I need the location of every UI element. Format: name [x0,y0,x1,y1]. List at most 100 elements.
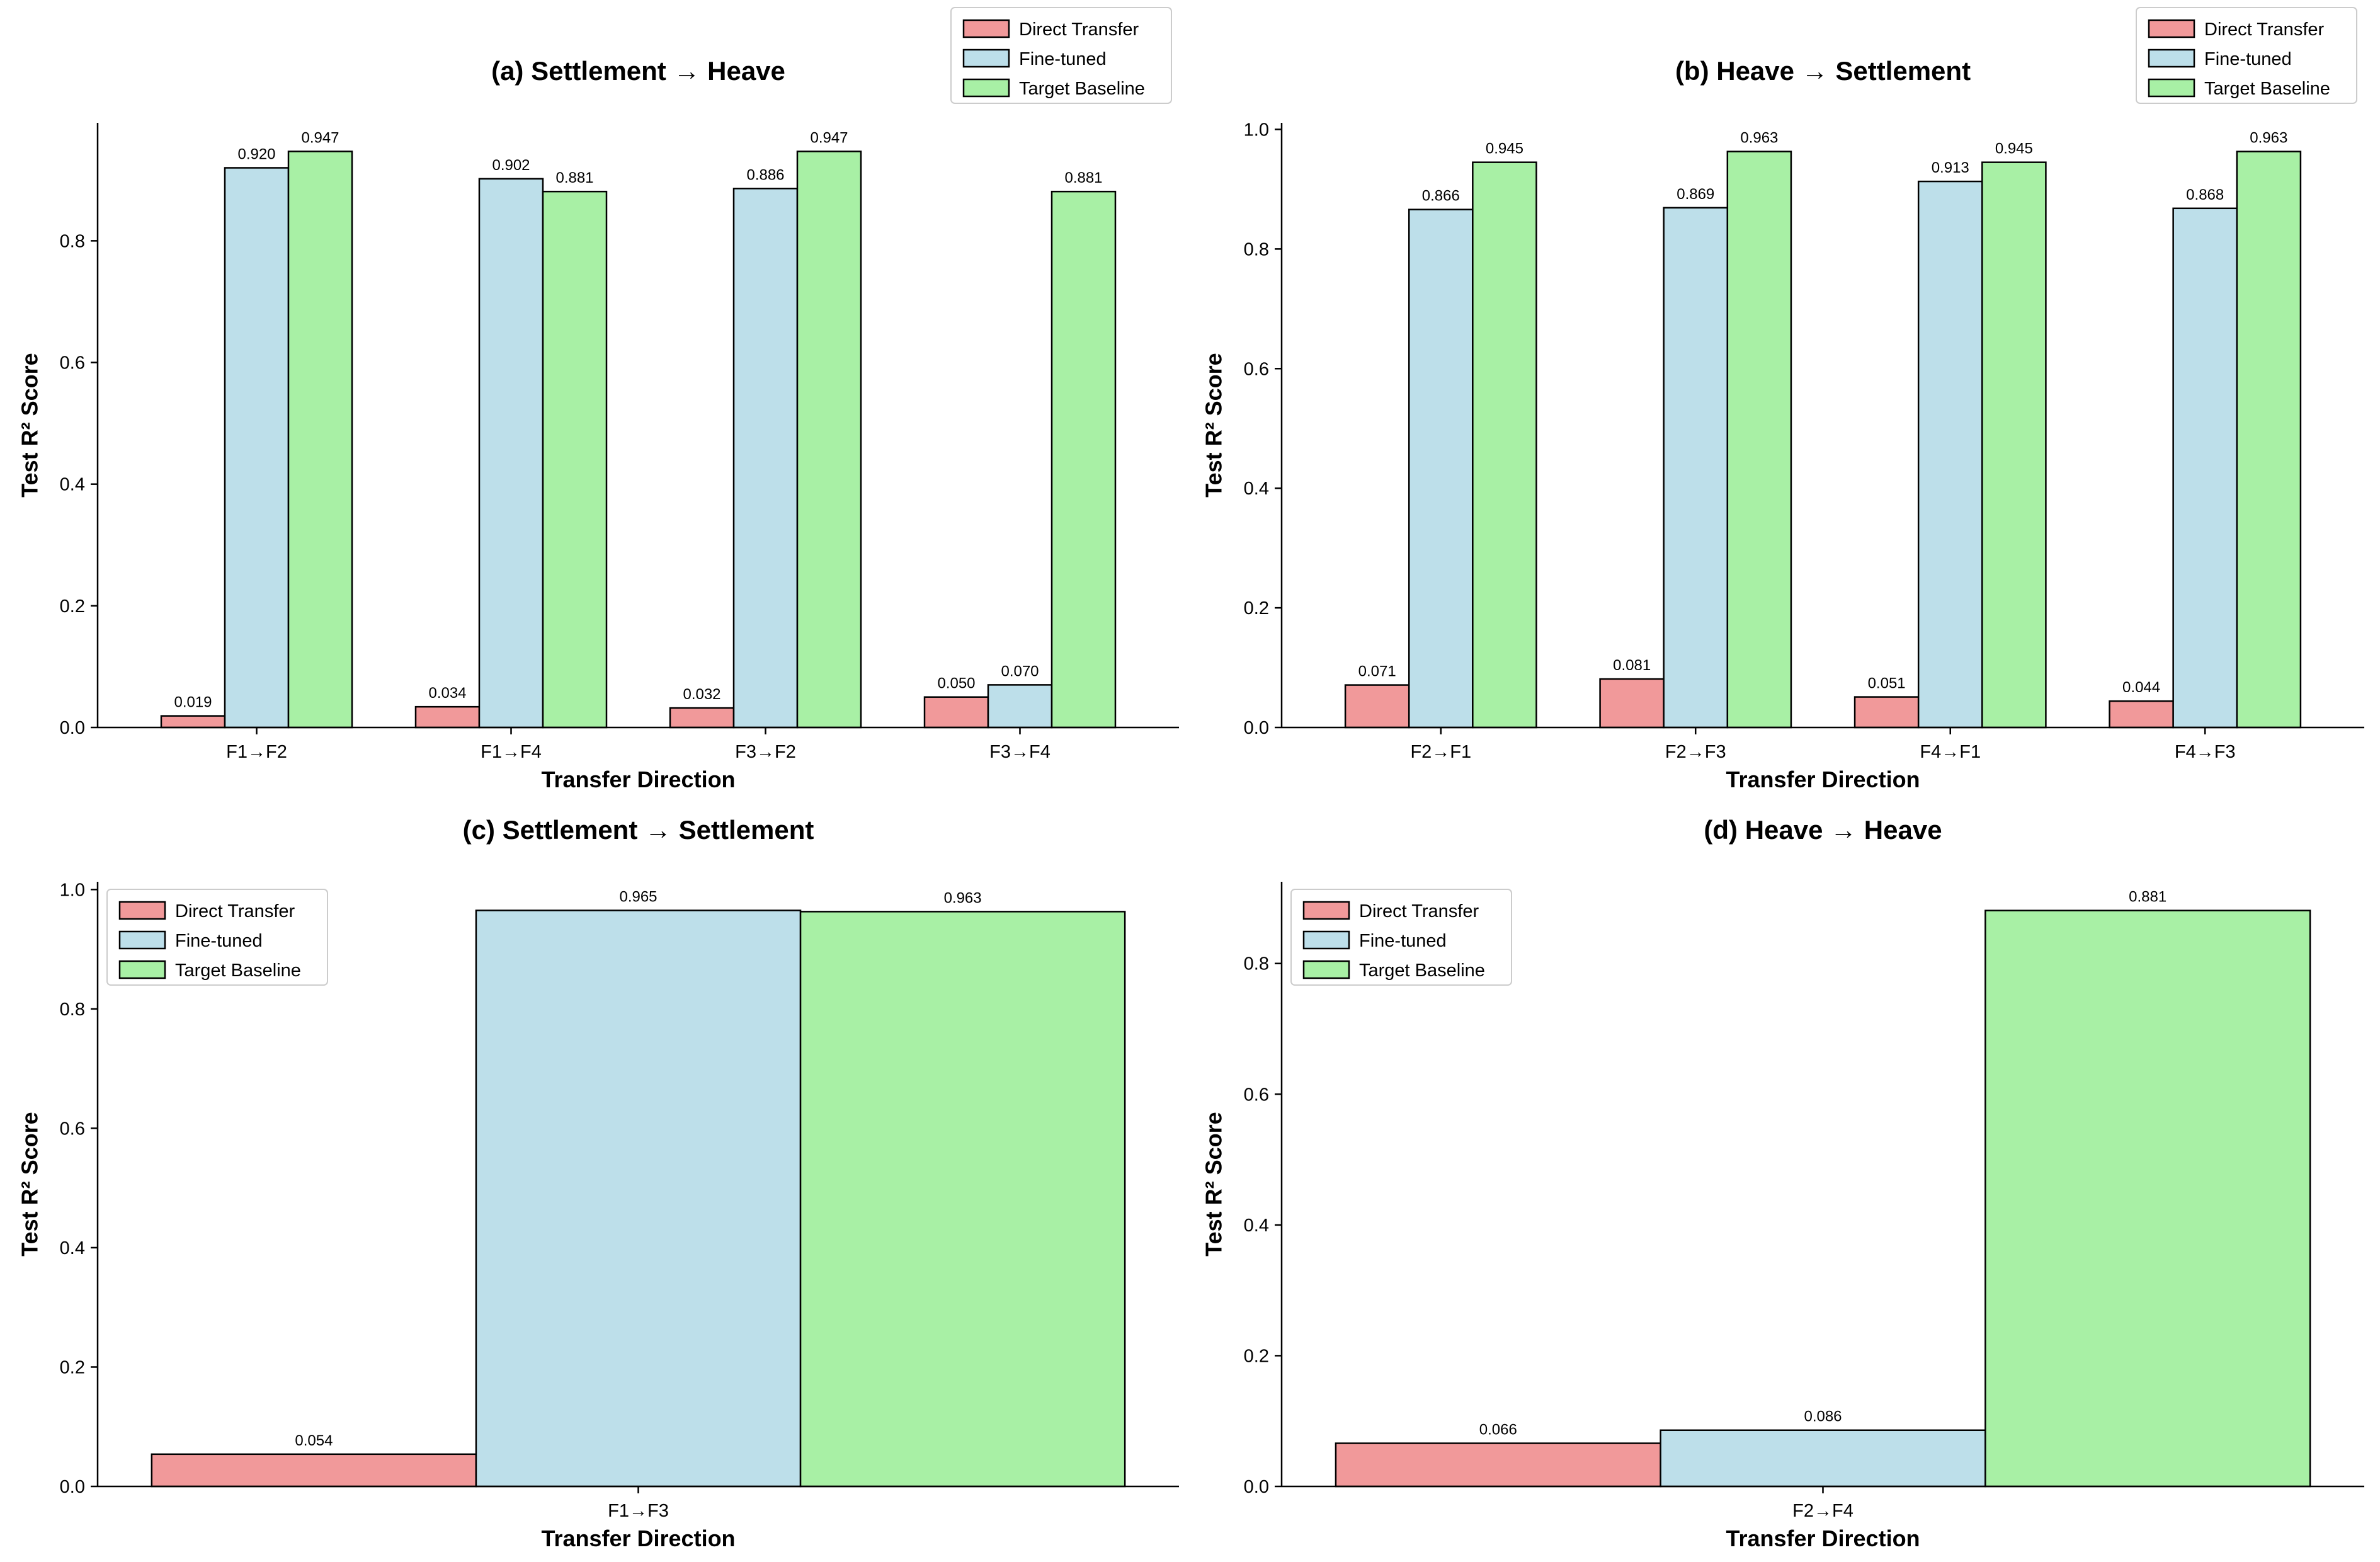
bar-fine-tuned [1408,208,1474,729]
bar-value-label: 0.066 [1479,1422,1517,1439]
bar-value-label: 0.050 [937,675,975,692]
bar-value-label: 0.869 [1677,186,1714,203]
legend-label-baseline: Target Baseline [2204,79,2330,99]
y-tick-label: 0.4 [1244,479,1269,499]
legend: Direct Transfer Fine-tuned Target Baseline [950,7,1172,104]
bar-value-label: 0.054 [295,1432,333,1449]
y-tick-label: 0.2 [60,596,85,617]
legend-label-direct: Direct Transfer [1019,20,1139,40]
x-tick-label: F3→F2 [735,742,796,762]
chart-title: (a) Settlement → Heave [491,56,785,86]
chart-title: (c) Settlement → Settlement [463,815,814,845]
legend: Direct Transfer Fine-tuned Target Baseline [1290,889,1512,986]
bar-value-label: 0.963 [2250,130,2287,147]
bar-value-label: 0.086 [1804,1408,1842,1425]
y-tick-label: 0.2 [60,1357,85,1377]
panel-c: (c) Settlement → Settlement 0.0 0.2 0.4 0.6 0… [17,815,1179,1551]
y-axis-label: Test R² Score [1201,353,1227,497]
y-tick-label: 1.0 [1244,120,1269,140]
bar-target-baseline [1984,909,2311,1488]
legend-label-finetuned: Fine-tuned [2204,49,2292,69]
legend-swatch-finetuned [2148,48,2195,68]
bar-value-label: 0.868 [2186,186,2224,203]
legend-swatch-baseline [118,960,166,979]
y-tick-label: 1.0 [60,880,85,900]
bar-fine-tuned [1660,1429,1986,1488]
x-axis-label: Transfer Direction [541,1525,735,1551]
legend-swatch-finetuned [1302,930,1350,950]
bar-target-baseline [1981,161,2047,729]
bar-target-baseline [2236,151,2302,729]
x-tick-label: F1→F4 [481,742,542,762]
bar-direct-transfer [151,1453,477,1488]
bar-direct-transfer [1335,1442,1661,1488]
bar-value-label: 0.051 [1868,675,1906,692]
y-axis-label: Test R² Score [17,1112,43,1256]
y-tick-label: 0.6 [1244,1085,1269,1105]
y-axis-label: Test R² Score [17,353,43,497]
legend-swatch-direct [962,19,1010,38]
bar-value-label: 0.881 [2129,889,2166,906]
bar-value-label: 0.071 [1358,663,1396,680]
bar-direct-transfer [1599,678,1665,729]
legend-label-baseline: Target Baseline [1019,79,1145,99]
bar-fine-tuned [987,684,1053,729]
bar-value-label: 0.044 [2122,679,2160,696]
bar-direct-transfer [923,696,989,729]
bar-direct-transfer [160,715,226,729]
legend-swatch-direct [2148,19,2195,38]
legend-swatch-finetuned [962,48,1010,68]
bar-value-label: 0.866 [1422,188,1460,205]
bar-target-baseline [1472,161,1537,729]
bar-fine-tuned [1663,207,1729,729]
panel-d: (d) Heave → Heave 0.0 0.2 0.4 0.6 0.8 0.066 0.0… [1201,815,2364,1551]
bar-value-label: 0.913 [1932,159,1969,176]
bar-value-label: 0.965 [619,888,657,905]
bar-value-label: 0.070 [1001,663,1039,680]
bar-value-label: 0.881 [555,169,593,186]
y-axis-label: Test R² Score [1201,1112,1227,1256]
chart-title: (b) Heave → Settlement [1675,56,1971,86]
bar-fine-tuned [224,167,290,729]
legend-label-direct: Direct Transfer [175,901,295,921]
bar-value-label: 0.945 [1995,140,2033,157]
legend-label-direct: Direct Transfer [2204,20,2324,40]
panel-a: (a) Settlement → Heave 0.0 0.2 0.4 0.6 0.8 0.0… [17,7,1179,792]
bar-value-label: 0.945 [1486,140,1523,157]
panel-b: (b) Heave → Settlement 0.0 0.2 0.4 0.6 0.8 1.0… [1201,7,2364,792]
bar-value-label: 0.963 [1740,130,1778,147]
legend-swatch-finetuned [118,930,166,950]
bar-direct-transfer [2109,700,2174,729]
bar-value-label: 0.886 [746,166,784,183]
bar-direct-transfer [1344,684,1410,729]
y-tick-label: 0.2 [1244,598,1269,619]
bar-fine-tuned [732,188,799,729]
y-tick-label: 0.0 [1244,718,1269,738]
bar-value-label: 0.034 [428,685,466,702]
bar-target-baseline [542,190,608,729]
y-tick-label: 0.0 [60,718,85,738]
bar-target-baseline [799,911,1126,1488]
legend-label-baseline: Target Baseline [1359,961,1485,981]
legend-swatch-baseline [1302,960,1350,979]
bar-target-baseline [287,151,353,729]
legend: Direct Transfer Fine-tuned Target Baseline [2136,7,2357,104]
x-axis-label: Transfer Direction [1726,1525,1920,1551]
bar-fine-tuned [1917,180,1983,729]
x-tick-label: F4→F1 [1920,742,1981,762]
y-tick-label: 0.6 [60,1119,85,1139]
bar-target-baseline [1051,190,1117,729]
y-tick-label: 0.6 [1244,359,1269,379]
legend-swatch-baseline [2148,78,2195,98]
chart-title: (d) Heave → Heave [1704,815,1942,845]
bar-direct-transfer [414,705,481,729]
x-tick-label: F2→F3 [1665,742,1726,762]
bar-direct-transfer [669,707,735,729]
legend-label-finetuned: Fine-tuned [1019,49,1107,69]
y-tick-label: 0.0 [60,1477,85,1497]
legend: Direct Transfer Fine-tuned Target Baseline [106,889,328,986]
legend-swatch-baseline [962,78,1010,98]
bar-value-label: 0.920 [237,145,275,162]
y-tick-label: 0.8 [1244,239,1269,259]
